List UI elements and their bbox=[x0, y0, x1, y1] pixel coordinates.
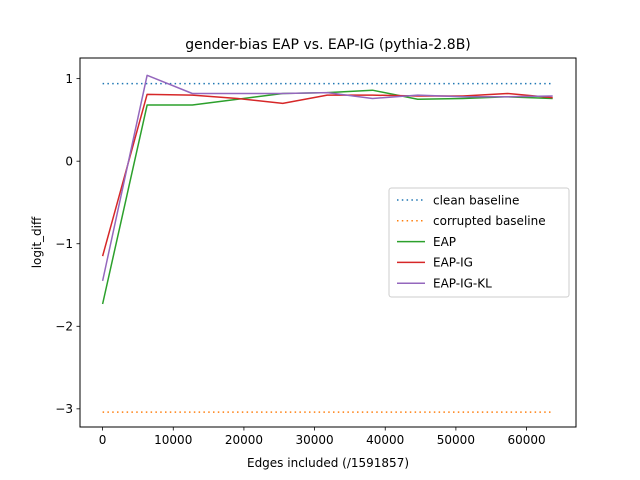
x-axis: 0 10000 20000 30000 40000 50000 60000 bbox=[99, 427, 546, 447]
legend-label-clean-baseline: clean baseline bbox=[433, 193, 519, 207]
legend-label-eap-ig: EAP-IG bbox=[433, 256, 473, 270]
y-tick-label: −1 bbox=[55, 237, 73, 251]
y-axis: −3 −2 −1 0 1 bbox=[55, 72, 80, 416]
series-line-eap-ig-kl bbox=[101, 74, 553, 282]
series-line-eap-ig bbox=[101, 92, 553, 257]
x-tick-label: 50000 bbox=[437, 433, 475, 447]
plot-lines bbox=[101, 74, 553, 413]
x-tick-label: 10000 bbox=[154, 433, 192, 447]
x-tick-label: 40000 bbox=[366, 433, 404, 447]
x-tick-label: 30000 bbox=[295, 433, 333, 447]
legend-label-corrupted-baseline: corrupted baseline bbox=[433, 214, 546, 228]
y-tick-label: 1 bbox=[65, 72, 73, 86]
y-axis-label: logit_diff bbox=[30, 216, 44, 268]
legend-label-eap-ig-kl: EAP-IG-KL bbox=[433, 277, 492, 291]
x-tick-label: 20000 bbox=[225, 433, 263, 447]
legend-box bbox=[388, 187, 570, 298]
y-tick-label: −2 bbox=[55, 320, 73, 334]
x-axis-label: Edges included (/1591857) bbox=[247, 456, 409, 470]
legend: clean baseline corrupted baseline EAP EAP-I… bbox=[388, 187, 570, 298]
x-tick-label: 60000 bbox=[507, 433, 545, 447]
chart-title: gender-bias EAP vs. EAP-IG (pythia-2.8B) bbox=[185, 37, 471, 53]
y-tick-label: 0 bbox=[65, 154, 73, 168]
y-tick-label: −3 bbox=[55, 402, 73, 416]
x-tick-label: 0 bbox=[99, 433, 107, 447]
legend-label-eap: EAP bbox=[433, 235, 456, 249]
plot-frame bbox=[79, 57, 577, 428]
